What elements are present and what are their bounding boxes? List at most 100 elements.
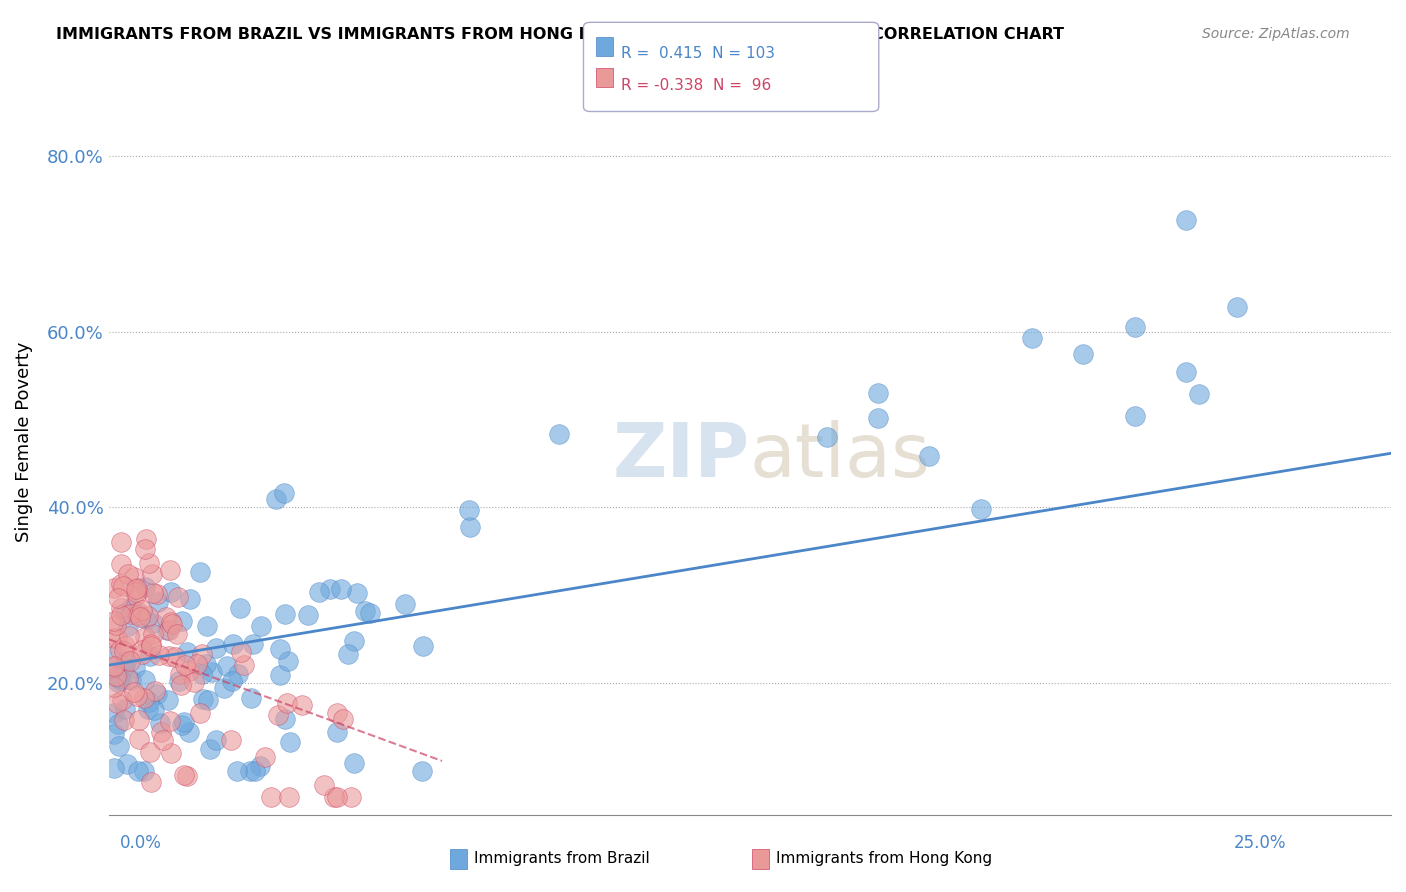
Text: atlas: atlas xyxy=(749,420,931,493)
Point xyxy=(125,581,148,595)
Point xyxy=(110,577,132,591)
Point xyxy=(127,764,149,778)
Point xyxy=(205,732,228,747)
Point xyxy=(188,706,211,721)
Point xyxy=(124,661,146,675)
Point xyxy=(111,579,134,593)
Point xyxy=(122,570,145,584)
Point xyxy=(103,581,125,595)
Point xyxy=(103,727,125,741)
Point xyxy=(142,616,165,631)
Point xyxy=(276,696,298,710)
Point xyxy=(127,607,149,622)
Point xyxy=(239,691,262,706)
Point xyxy=(131,602,153,616)
Point xyxy=(112,643,135,657)
Point xyxy=(127,689,149,703)
Point xyxy=(105,696,128,710)
Point xyxy=(148,648,170,663)
Point xyxy=(118,630,141,644)
Point xyxy=(138,745,160,759)
Point xyxy=(458,520,481,534)
Point xyxy=(160,746,183,760)
Point xyxy=(165,650,187,665)
Point xyxy=(226,764,249,778)
Point xyxy=(326,706,349,720)
Point xyxy=(194,657,217,671)
Point xyxy=(1174,212,1197,227)
Point xyxy=(1188,387,1211,401)
Point xyxy=(157,649,180,664)
Point xyxy=(103,658,125,673)
Point xyxy=(157,623,180,637)
Point xyxy=(212,681,235,696)
Point xyxy=(114,639,136,653)
Point xyxy=(412,640,434,654)
Point xyxy=(134,673,156,687)
Point xyxy=(394,597,416,611)
Point xyxy=(117,566,139,581)
Point xyxy=(128,609,150,624)
Point xyxy=(269,642,291,657)
Point xyxy=(110,557,132,571)
Point xyxy=(336,647,359,661)
Point xyxy=(103,681,125,695)
Point xyxy=(176,645,198,659)
Point xyxy=(188,565,211,579)
Point xyxy=(245,764,267,778)
Point xyxy=(104,617,127,632)
Point xyxy=(274,607,297,621)
Point xyxy=(107,631,129,645)
Point xyxy=(103,648,125,662)
Point xyxy=(172,718,194,732)
Point xyxy=(146,587,169,601)
Point xyxy=(323,790,346,805)
Point xyxy=(128,731,150,746)
Point xyxy=(169,667,191,681)
Point xyxy=(159,563,181,577)
Point xyxy=(156,623,179,637)
Point xyxy=(141,567,163,582)
Point xyxy=(239,764,262,778)
Text: IMMIGRANTS FROM BRAZIL VS IMMIGRANTS FROM HONG KONG SINGLE FEMALE POVERTY CORREL: IMMIGRANTS FROM BRAZIL VS IMMIGRANTS FRO… xyxy=(56,27,1064,42)
Point xyxy=(139,639,162,653)
Point xyxy=(143,683,166,698)
Point xyxy=(159,714,181,729)
Point xyxy=(110,608,132,623)
Point xyxy=(125,588,148,602)
Point xyxy=(1123,409,1146,424)
Point xyxy=(868,385,890,400)
Point xyxy=(205,640,228,655)
Point xyxy=(155,610,177,624)
Point xyxy=(267,708,290,723)
Point xyxy=(343,634,366,648)
Point xyxy=(145,687,167,701)
Point xyxy=(120,654,142,668)
Point xyxy=(221,732,243,747)
Point xyxy=(177,664,200,678)
Point xyxy=(111,693,134,707)
Point xyxy=(169,673,191,688)
Point xyxy=(346,586,368,600)
Point xyxy=(170,678,193,692)
Point xyxy=(174,657,197,672)
Point xyxy=(1123,320,1146,334)
Point xyxy=(105,670,128,684)
Text: 0.0%: 0.0% xyxy=(120,834,162,852)
Point xyxy=(326,790,349,805)
Point xyxy=(969,502,991,516)
Point xyxy=(221,674,243,689)
Point xyxy=(139,775,162,789)
Point xyxy=(139,648,162,663)
Point xyxy=(197,693,219,707)
Point xyxy=(172,614,194,628)
Point xyxy=(112,714,135,728)
Point xyxy=(152,732,174,747)
Point xyxy=(411,764,433,778)
Point xyxy=(259,790,281,805)
Point xyxy=(329,582,352,596)
Point xyxy=(918,450,941,464)
Point xyxy=(277,654,299,668)
Point xyxy=(274,712,297,726)
Point xyxy=(868,410,890,425)
